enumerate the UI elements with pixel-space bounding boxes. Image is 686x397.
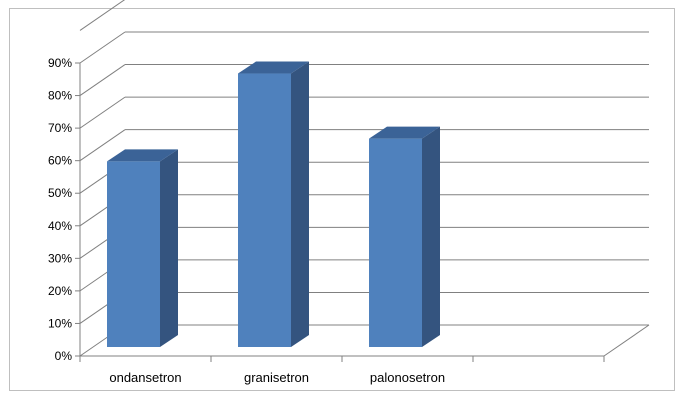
y-tick-label: 10% <box>48 316 72 330</box>
y-tick-label: 80% <box>48 89 72 103</box>
x-tick-label: granisetron <box>244 370 309 385</box>
y-tick-label: 70% <box>48 121 72 135</box>
bar-front <box>238 73 291 348</box>
bar-front <box>107 161 160 347</box>
y-tick-label: 0% <box>55 349 73 363</box>
y-tick-label: 30% <box>48 251 72 265</box>
wall-gridline-diagonal <box>79 64 126 96</box>
bar-top <box>369 126 440 139</box>
bar-top <box>238 61 309 74</box>
x-tick-label: ondansetron <box>109 370 181 385</box>
wall-gridline-diagonal <box>79 0 126 31</box>
y-tick-label: 20% <box>48 284 72 298</box>
bar-side <box>160 149 178 347</box>
wall-gridline-diagonal <box>79 31 126 64</box>
x-tick-label: palonosetron <box>370 370 445 385</box>
bar-top <box>107 149 178 162</box>
bar-side <box>291 61 309 348</box>
y-tick-label: 50% <box>48 186 72 200</box>
wall-gridline-diagonal <box>79 129 126 162</box>
y-tick-label: 40% <box>48 219 72 233</box>
y-tick-label: 60% <box>48 154 72 168</box>
y-tick-label: 90% <box>48 56 72 70</box>
bar-side <box>422 126 440 348</box>
bar-front <box>369 138 422 347</box>
wall-gridline-diagonal <box>79 96 126 129</box>
floor-edge <box>603 324 650 357</box>
